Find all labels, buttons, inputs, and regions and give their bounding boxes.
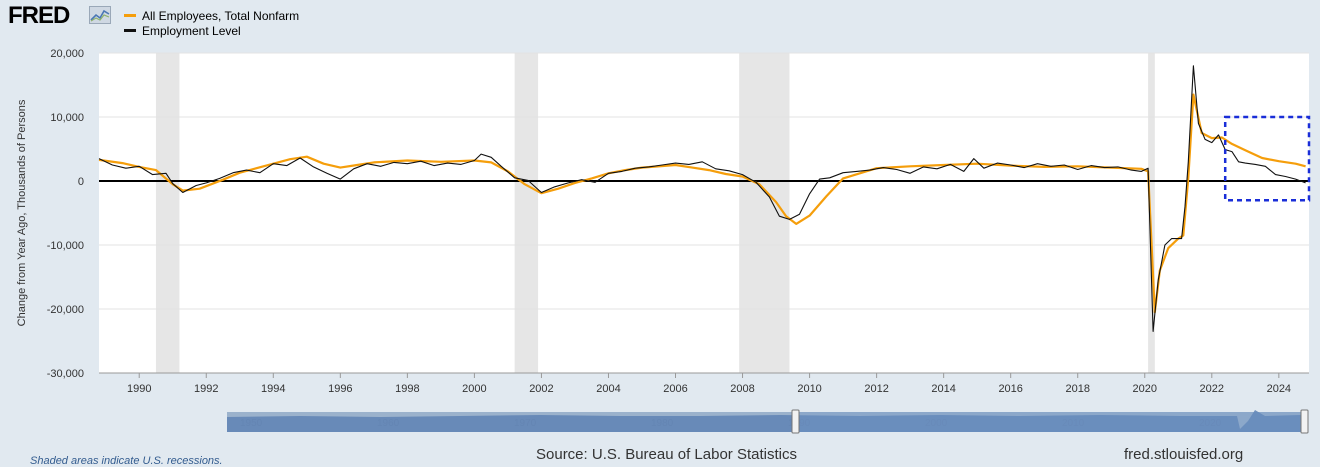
series-line-employment: [98, 65, 1306, 332]
x-tick-label: 2004: [596, 383, 620, 395]
navigator-handle-left[interactable]: [791, 409, 800, 434]
x-tick-label: 2006: [663, 383, 687, 395]
series-line-nonfarm: [98, 93, 1306, 314]
recession-band-2: [739, 53, 790, 373]
navigator-selection[interactable]: [795, 412, 1306, 432]
legend-item-nonfarm[interactable]: All Employees, Total Nonfarm: [124, 9, 299, 23]
y-tick-label: -10,000: [47, 240, 84, 252]
x-tick-label: 2016: [998, 383, 1022, 395]
y-tick-label: 10,000: [50, 112, 84, 124]
x-tick-label: 2018: [1065, 383, 1089, 395]
y-tick-label: -20,000: [47, 304, 84, 316]
recession-band-1: [514, 53, 539, 373]
legend-item-employment[interactable]: Employment Level: [124, 24, 241, 38]
y-tick-label: -30,000: [47, 368, 84, 380]
x-tick-label: 2000: [462, 383, 486, 395]
highlight-box: [1223, 115, 1311, 202]
recession-note: Shaded areas indicate U.S. recessions.: [30, 455, 223, 467]
legend-label-employment: Employment Level: [142, 24, 241, 38]
x-axis-ticks: 1990 1992 1994 1996 1998 2000 2002 2004 2006 2008…: [99, 372, 1309, 395]
y-axis-ticks: 20,000 10,000 0 -10,000 -20,000 -30,000: [47, 48, 84, 380]
x-tick-label: 1998: [395, 383, 419, 395]
fred-graph-icon: [89, 6, 111, 24]
recession-band-0: [155, 53, 180, 373]
y-tick-label: 20,000: [50, 48, 84, 60]
source-note: Source: U.S. Bureau of Labor Statistics: [536, 446, 797, 463]
recession-band-3: [1148, 53, 1155, 373]
x-tick-label: 2008: [730, 383, 754, 395]
x-tick-label: 1990: [127, 383, 151, 395]
navigator-mini-series: [227, 410, 1305, 432]
x-tick-label: 2022: [1200, 383, 1224, 395]
legend-swatch-nonfarm: [124, 14, 136, 18]
plot-background: [99, 53, 1309, 373]
x-tick-label: 1994: [261, 383, 285, 395]
fred-logo[interactable]: FRED: [8, 2, 70, 29]
y-tick-label: 0: [78, 176, 84, 188]
x-tick-label: 2024: [1267, 383, 1291, 395]
series-lines: [98, 65, 1306, 332]
legend-label-nonfarm: All Employees, Total Nonfarm: [142, 9, 300, 23]
x-tick-label: 2012: [864, 383, 888, 395]
x-tick-label: 1996: [328, 383, 352, 395]
site-link[interactable]: fred.stlouisfed.org: [1124, 446, 1244, 463]
legend-swatch-employment: [124, 29, 136, 33]
x-tick-label: 2020: [1133, 383, 1157, 395]
x-tick-label: 1992: [194, 383, 218, 395]
y-axis-label: Change from Year Ago, Thousands of Perso…: [16, 99, 28, 326]
x-tick-label: 2002: [529, 383, 553, 395]
x-tick-label: 2010: [797, 383, 821, 395]
x-tick-label: 2014: [931, 383, 955, 395]
navigator-handle-right[interactable]: [1300, 409, 1309, 434]
recession-shading: [155, 53, 1155, 373]
